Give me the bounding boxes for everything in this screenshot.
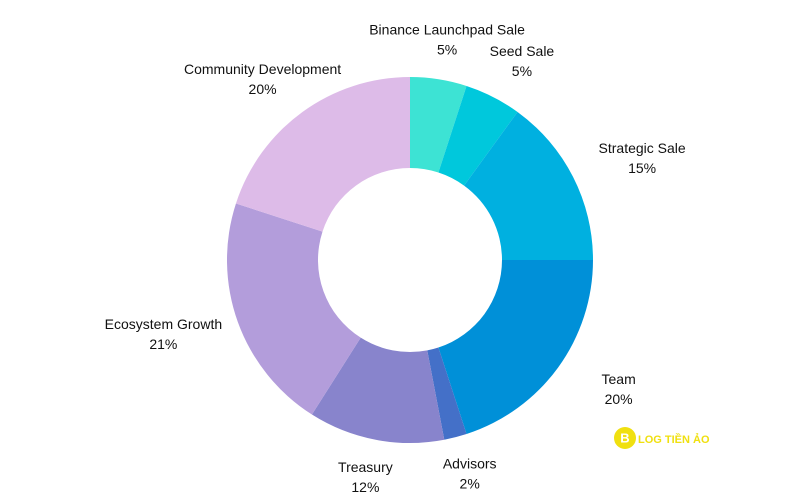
- slice-value-label: 2%: [460, 476, 480, 492]
- slice-label: Community Development: [184, 61, 341, 77]
- slice-value-label: 12%: [351, 479, 379, 495]
- slice-label: Treasury: [338, 459, 393, 475]
- donut-slice: [235, 77, 410, 232]
- donut-slice: [464, 111, 593, 260]
- slice-label: Seed Sale: [490, 43, 555, 59]
- donut-slice: [227, 203, 361, 415]
- slice-value-label: 20%: [249, 81, 277, 97]
- slice-value-label: 15%: [628, 160, 656, 176]
- donut-slice: [410, 77, 467, 173]
- watermark-icon: [614, 427, 636, 449]
- slice-label: Strategic Sale: [599, 140, 686, 156]
- donut-slice: [438, 260, 593, 435]
- donut-slice: [427, 347, 467, 440]
- slice-value-label: 5%: [437, 41, 457, 57]
- slice-label: Binance Launchpad Sale: [369, 21, 525, 37]
- slice-label: Ecosystem Growth: [105, 316, 222, 332]
- watermark: B LOG TIỀN ẢO: [614, 427, 710, 449]
- donut-slice: [438, 85, 518, 186]
- watermark-icon-glyph: B: [620, 430, 629, 445]
- slice-value-label: 20%: [605, 391, 633, 407]
- slice-label: Team: [602, 371, 636, 387]
- slice-value-label: 5%: [512, 63, 532, 79]
- watermark-text: LOG TIỀN ẢO: [638, 433, 710, 446]
- slice-label: Advisors: [443, 456, 497, 472]
- donut-slice: [311, 337, 445, 443]
- slice-value-label: 21%: [149, 336, 177, 352]
